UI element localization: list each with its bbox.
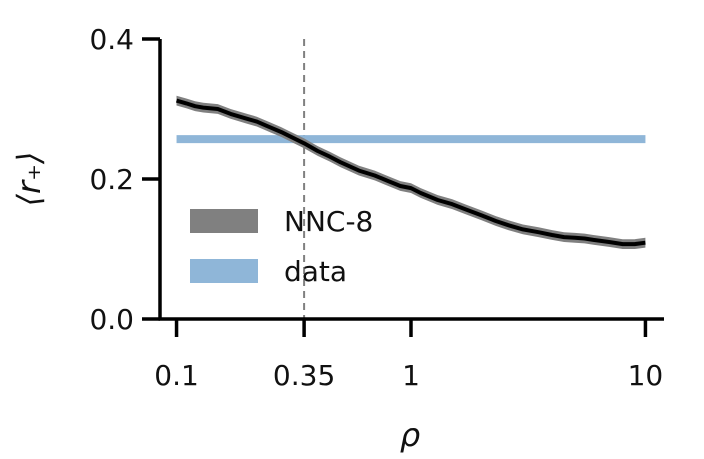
y-tick-label: 0.0 [89,303,134,336]
legend-swatch [190,259,258,283]
x-tick-label: 10 [628,359,664,392]
x-axis-label: ρ [400,416,420,454]
series-nnc8-band [176,95,646,249]
x-tick-label: 0.1 [154,359,199,392]
y-tick-label: 0.4 [89,23,134,56]
legend: NNC-8 data [190,205,373,288]
y-axis-label: ⟨r₊⟩ [10,151,48,206]
series-nnc8-line [175,98,646,247]
plot-area [175,39,646,319]
axes: 0.1 0.35 1 10 0.0 0.2 0.4 [89,23,664,392]
legend-label: NNC-8 [284,205,373,238]
legend-label: data [284,255,347,288]
legend-swatch [190,209,258,233]
x-tick-label: 0.35 [273,359,335,392]
y-tick-label: 0.2 [89,163,134,196]
x-tick-label: 1 [402,359,420,392]
